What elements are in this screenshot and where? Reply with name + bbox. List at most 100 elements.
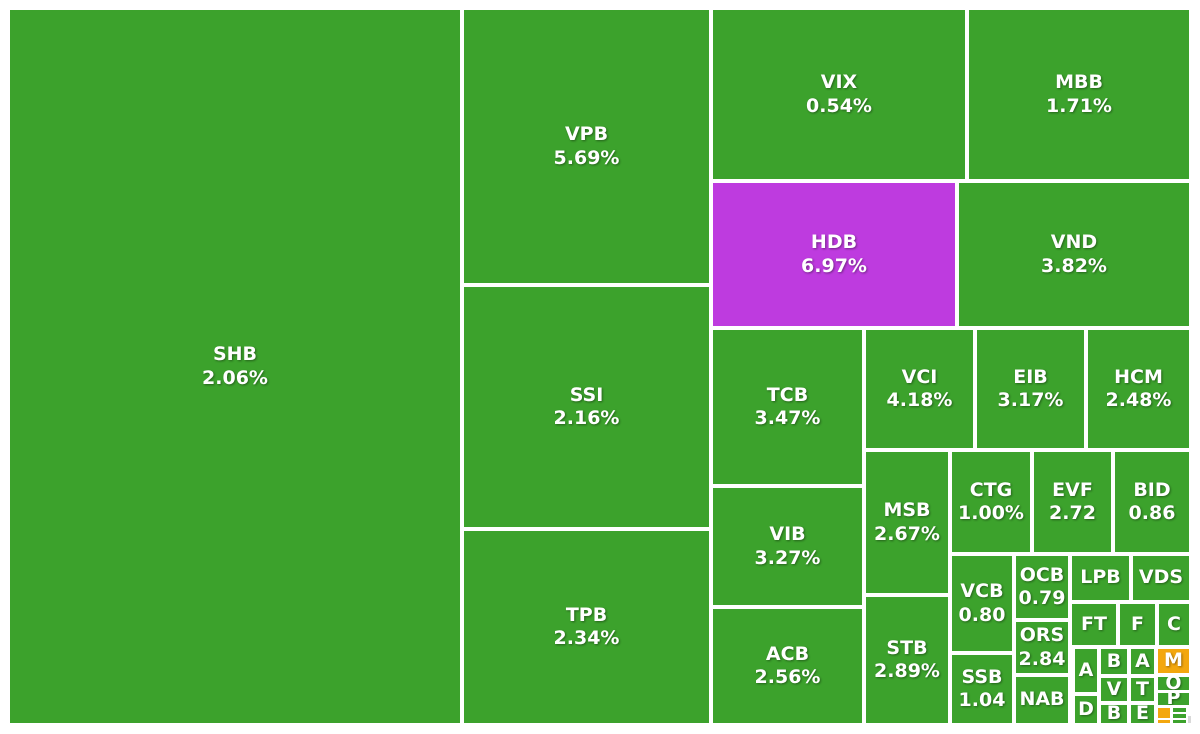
- cell-ticker: MBB: [1055, 71, 1103, 94]
- treemap-cell-b-33[interactable]: B: [1101, 705, 1127, 723]
- treemap-cell-shb-0[interactable]: SHB 2.06%: [10, 10, 460, 723]
- cell-value: 2.48%: [1105, 389, 1172, 411]
- treemap-cell-msb-14[interactable]: MSB 2.67%: [866, 452, 948, 593]
- cell-ticker: LPB: [1080, 566, 1121, 589]
- cell-ticker: BID: [1133, 478, 1171, 501]
- treemap-cell-ctg-16[interactable]: CTG 1.00%: [952, 452, 1030, 552]
- cell-ticker: EIB: [1013, 365, 1048, 388]
- cell-ticker: SHB: [212, 343, 258, 366]
- treemap-cell-a-29[interactable]: A: [1075, 649, 1097, 692]
- treemap-cell-eib-12[interactable]: EIB 3.17%: [977, 330, 1084, 448]
- cell-ticker: ACB: [765, 642, 810, 665]
- treemap-cell-c-28[interactable]: C: [1159, 604, 1189, 645]
- cell-ticker: NAB: [1019, 688, 1065, 711]
- cell-ticker: V: [1106, 678, 1122, 700]
- treemap-cell-vcb-19[interactable]: VCB 0.80: [952, 556, 1012, 651]
- cell-ticker: B: [1106, 705, 1122, 723]
- treemap-cell-tcb-8[interactable]: TCB 3.47%: [713, 330, 862, 484]
- treemap-cell-ors-22[interactable]: ORS 2.84: [1016, 622, 1068, 673]
- cell-ticker: STB: [886, 636, 928, 659]
- treemap-cell-e-36[interactable]: E: [1131, 705, 1154, 723]
- treemap-cell-ft-26[interactable]: FT: [1072, 604, 1116, 645]
- treemap-cell-micro-44[interactable]: [1173, 720, 1186, 723]
- cell-value: 2.89%: [874, 660, 940, 682]
- treemap-cell-ocb-21[interactable]: OCB 0.79: [1016, 556, 1068, 618]
- cell-ticker: OCB: [1019, 563, 1065, 586]
- cell-ticker: HDB: [810, 231, 858, 254]
- treemap-cell-t-35[interactable]: T: [1131, 678, 1154, 701]
- treemap-cell-d-30[interactable]: D: [1075, 696, 1097, 723]
- cell-value: 0.80: [958, 603, 1006, 626]
- treemap-cell-stb-15[interactable]: STB 2.89%: [866, 597, 948, 723]
- treemap-cell-micro-45[interactable]: [1188, 716, 1191, 723]
- cell-ticker: F: [1131, 612, 1144, 635]
- treemap-cell-vpb-1[interactable]: VPB 5.69%: [464, 10, 709, 283]
- treemap-cell-micro-41[interactable]: [1173, 708, 1186, 712]
- cell-value: 1.00%: [958, 502, 1024, 524]
- cell-ticker: VDS: [1138, 566, 1184, 589]
- cell-value: 2.16%: [553, 407, 620, 429]
- cell-ticker: TPB: [565, 603, 608, 626]
- treemap-cell-f-27[interactable]: F: [1120, 604, 1155, 645]
- cell-ticker: VND: [1050, 231, 1098, 254]
- cell-value: 3.82%: [1041, 254, 1107, 277]
- cell-ticker: VPB: [564, 123, 609, 146]
- treemap-cell-micro-43[interactable]: [1158, 720, 1170, 723]
- treemap-cell-nab-23[interactable]: NAB: [1016, 677, 1068, 723]
- treemap-cell-o-38[interactable]: O: [1158, 677, 1189, 690]
- cell-ticker: P: [1166, 693, 1181, 705]
- cell-value: 2.72: [1049, 502, 1096, 524]
- treemap-cell-lpb-24[interactable]: LPB: [1072, 556, 1129, 600]
- cell-ticker: O: [1165, 677, 1182, 690]
- cell-ticker: SSI: [569, 383, 604, 406]
- cell-ticker: TCB: [766, 383, 809, 406]
- cell-value: 5.69%: [553, 146, 620, 169]
- treemap-cell-mbb-5[interactable]: MBB 1.71%: [969, 10, 1189, 179]
- treemap-cell-m-37[interactable]: M: [1158, 649, 1189, 673]
- treemap-cell-vds-25[interactable]: VDS: [1133, 556, 1189, 600]
- treemap-cell-v-32[interactable]: V: [1101, 678, 1127, 701]
- cell-ticker: B: [1106, 649, 1122, 672]
- cell-ticker: ORS: [1019, 624, 1065, 647]
- treemap-cell-p-39[interactable]: P: [1158, 693, 1189, 705]
- cell-ticker: A: [1078, 658, 1094, 681]
- treemap-cell-a-34[interactable]: A: [1131, 649, 1154, 674]
- cell-ticker: HCM: [1114, 365, 1163, 388]
- cell-ticker: M: [1164, 649, 1183, 672]
- cell-ticker: VCB: [960, 580, 1004, 603]
- treemap-cell-evf-17[interactable]: EVF 2.72: [1034, 452, 1111, 552]
- cell-ticker: VIX: [820, 71, 858, 94]
- cell-ticker: C: [1167, 612, 1181, 635]
- treemap-cell-ssb-20[interactable]: SSB 1.04: [952, 655, 1012, 723]
- cell-ticker: VIB: [769, 523, 806, 546]
- treemap-cell-micro-40[interactable]: [1158, 708, 1170, 718]
- cell-value: 2.34%: [553, 627, 620, 649]
- cell-value: 0.54%: [806, 94, 872, 117]
- cell-value: 3.47%: [754, 407, 821, 429]
- cell-value: 1.71%: [1046, 94, 1112, 117]
- cell-value: 0.86: [1128, 502, 1176, 524]
- treemap-cell-ssi-2[interactable]: SSI 2.16%: [464, 287, 709, 527]
- cell-value: 2.84: [1018, 647, 1066, 670]
- treemap-cell-tpb-3[interactable]: TPB 2.34%: [464, 531, 709, 723]
- treemap-cell-acb-10[interactable]: ACB 2.56%: [713, 609, 862, 723]
- cell-value: 3.17%: [997, 389, 1064, 411]
- treemap-cell-vnd-7[interactable]: VND 3.82%: [959, 183, 1189, 326]
- treemap-cell-vci-11[interactable]: VCI 4.18%: [866, 330, 973, 448]
- cell-ticker: FT: [1081, 612, 1107, 635]
- cell-ticker: SSB: [961, 665, 1003, 688]
- cell-ticker: CTG: [969, 478, 1013, 501]
- cell-ticker: A: [1135, 649, 1150, 672]
- cell-value: 2.56%: [754, 666, 821, 688]
- treemap-cell-hdb-6[interactable]: HDB 6.97%: [713, 183, 955, 326]
- treemap-cell-bid-18[interactable]: BID 0.86: [1115, 452, 1189, 552]
- cell-ticker: MSB: [883, 499, 931, 522]
- treemap-cell-hcm-13[interactable]: HCM 2.48%: [1088, 330, 1189, 448]
- treemap-cell-vib-9[interactable]: VIB 3.27%: [713, 488, 862, 605]
- treemap-cell-b-31[interactable]: B: [1101, 649, 1127, 674]
- cell-value: 0.79: [1018, 587, 1066, 609]
- treemap-cell-vix-4[interactable]: VIX 0.54%: [713, 10, 965, 179]
- cell-value: 1.04: [958, 689, 1006, 711]
- treemap-cell-micro-42[interactable]: [1173, 714, 1186, 718]
